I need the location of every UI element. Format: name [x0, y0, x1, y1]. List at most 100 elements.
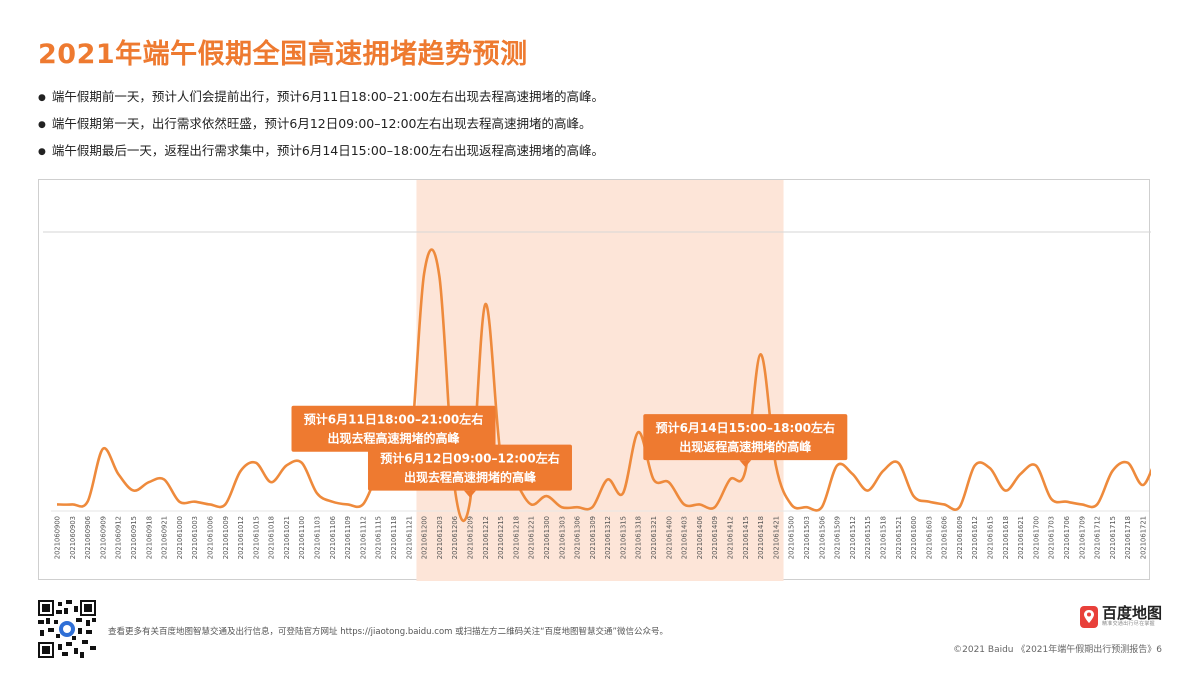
x-tick-label: 2021061603 [925, 516, 933, 559]
x-tick-label: 2021061309 [589, 516, 597, 559]
summary-item: 端午假期第一天，出行需求依然旺盛，预计6月12日09:00–12:00左右出现去… [38, 111, 604, 138]
x-tick-label: 2021061700 [1032, 516, 1040, 559]
x-tick-label: 2021061021 [283, 516, 291, 559]
x-tick-label: 2021061118 [390, 516, 398, 559]
page-title: 2021年端午假期全国高速拥堵趋势预测 [38, 39, 528, 70]
x-tick-label: 2021061600 [910, 516, 918, 559]
x-tick-label: 2021061403 [681, 516, 689, 559]
x-tick-label: 2021061512 [849, 516, 857, 559]
x-tick-label: 2021061003 [191, 516, 199, 559]
x-tick-label: 2021061015 [252, 516, 260, 559]
x-tick-label: 2021061109 [344, 516, 352, 559]
annotation-text: 预计6月11日18:00–21:00左右 [304, 412, 483, 427]
x-tick-label: 2021061018 [268, 516, 276, 559]
annotation-box [643, 414, 848, 461]
x-tick-label: 2021061012 [237, 516, 245, 559]
x-tick-label: 2021061415 [742, 516, 750, 559]
x-tick-label: 2021061612 [971, 516, 979, 559]
x-tick-label: 2021061121 [405, 516, 413, 559]
congestion-line-chart: 2021060900 2021060903 2021060906 2021060909… [43, 180, 1151, 581]
qr-code-icon[interactable] [38, 600, 96, 658]
annotation-text: 出现去程高速拥堵的高峰 [327, 431, 460, 446]
x-tick-label: 2021061421 [772, 516, 780, 559]
annotation-text: 出现返程高速拥堵的高峰 [679, 439, 812, 454]
x-tick-label: 2021061706 [1063, 516, 1071, 559]
map-pin-icon [1079, 605, 1098, 628]
x-tick-label: 2021061400 [665, 516, 673, 559]
x-tick-label: 2021060921 [161, 516, 169, 559]
footer-info: 查看更多有关百度地图智慧交通及出行信息，可登陆官方网址 https://jiao… [108, 627, 668, 637]
x-tick-label: 2021060906 [84, 516, 92, 559]
x-tick-label: 2021061209 [466, 516, 474, 559]
x-tick-label: 2021061615 [987, 516, 995, 559]
annotation-pointer [739, 460, 752, 468]
peak-annotation: 预计6月11日18:00–21:00左右出现去程高速拥堵的高峰 [291, 405, 496, 459]
x-tick-label: 2021061009 [222, 516, 230, 559]
x-tick-label: 2021060903 [69, 516, 77, 559]
x-tick-label: 2021061606 [941, 516, 949, 559]
peak-annotation: 预计6月12日09:00–12:00左右出现去程高速拥堵的高峰 [367, 444, 572, 498]
x-tick-label: 2021061712 [1094, 516, 1102, 559]
x-tick-label: 2021061115 [375, 516, 383, 559]
x-tick-label: 2021060915 [130, 516, 138, 559]
chart-frame: 2021060900 2021060903 2021060906 2021060909… [38, 179, 1151, 581]
x-tick-label: 2021061500 [788, 516, 796, 559]
x-tick-label: 2021061703 [1048, 516, 1056, 559]
x-tick-label: 2021061418 [757, 516, 765, 559]
x-tick-label: 2021061318 [635, 516, 643, 559]
x-tick-label: 2021061718 [1124, 516, 1132, 559]
x-tick-label: 2021061006 [206, 516, 214, 559]
logo-subtitle: 精准交通出行尽在掌握 [1101, 621, 1155, 627]
x-tick-label: 2021061709 [1078, 516, 1086, 559]
logo-name: 百度地图 [1101, 604, 1162, 622]
x-tick-label: 2021061315 [619, 516, 627, 559]
summary-item: 端午假期前一天，预计人们会提前出行，预计6月11日18:00–21:00左右出现… [38, 84, 604, 111]
x-tick-label: 2021061112 [359, 516, 367, 559]
x-tick-label: 2021061221 [528, 516, 536, 559]
x-tick-label: 2021061503 [803, 516, 811, 559]
peak-annotation: 预计6月14日15:00–18:00左右出现返程高速拥堵的高峰 [643, 414, 848, 468]
summary-list: 端午假期前一天，预计人们会提前出行，预计6月11日18:00–21:00左右出现… [38, 84, 604, 165]
x-tick-label: 2021061518 [879, 516, 887, 559]
x-tick-label: 2021061218 [512, 516, 520, 559]
x-tick-label: 2021061412 [727, 516, 735, 559]
x-tick-label: 2021061000 [176, 516, 184, 559]
x-tick-label: 2021061506 [818, 516, 826, 559]
x-tick-label: 2021061409 [711, 516, 719, 559]
x-tick-label: 2021061609 [956, 516, 964, 559]
x-tick-label: 2021060909 [99, 516, 107, 559]
x-tick-label: 2021061106 [329, 516, 337, 559]
x-tick-label: 2021061100 [298, 516, 306, 559]
x-tick-label: 2021061303 [558, 516, 566, 559]
x-tick-label: 2021061203 [436, 516, 444, 559]
annotation-box [367, 444, 572, 491]
x-tick-label: 2021061300 [543, 516, 551, 559]
x-tick-label: 2021061212 [482, 516, 490, 559]
x-tick-label: 2021061103 [314, 516, 322, 559]
x-tick-label: 2021061621 [1017, 516, 1025, 559]
annotation-text: 出现去程高速拥堵的高峰 [404, 470, 537, 485]
x-tick-label: 2021060918 [145, 516, 153, 559]
baidu-map-logo: 百度地图 精准交通出行尽在掌握 [1079, 604, 1162, 628]
annotation-pointer [463, 490, 476, 498]
copyright-note: ©2021 Baidu 《2021年端午假期出行预测报告》6 [953, 645, 1162, 655]
congestion-series-line [56, 248, 1151, 523]
x-tick-label: 2021061515 [864, 516, 872, 559]
x-tick-label: 2021061321 [650, 516, 658, 559]
x-tick-label: 2021061521 [895, 516, 903, 559]
x-tick-label: 2021061215 [497, 516, 505, 559]
x-tick-label: 2021061206 [451, 516, 459, 559]
x-tick-label: 2021061306 [574, 516, 582, 559]
x-tick-label: 2021060900 [54, 516, 62, 559]
x-tick-label: 2021061312 [604, 516, 612, 559]
x-tick-label: 2021060912 [115, 516, 123, 559]
annotation-text: 预计6月14日15:00–18:00左右 [656, 420, 835, 435]
annotation-box [291, 405, 496, 452]
x-tick-label: 2021061509 [834, 516, 842, 559]
x-tick-label: 2021061715 [1109, 516, 1117, 559]
x-tick-label: 2021061618 [1002, 516, 1010, 559]
x-tick-label: 2021061406 [696, 516, 704, 559]
annotation-text: 预计6月12日09:00–12:00左右 [380, 451, 559, 466]
x-tick-label: 2021061721 [1140, 516, 1148, 559]
x-tick-label: 2021061200 [421, 516, 429, 559]
